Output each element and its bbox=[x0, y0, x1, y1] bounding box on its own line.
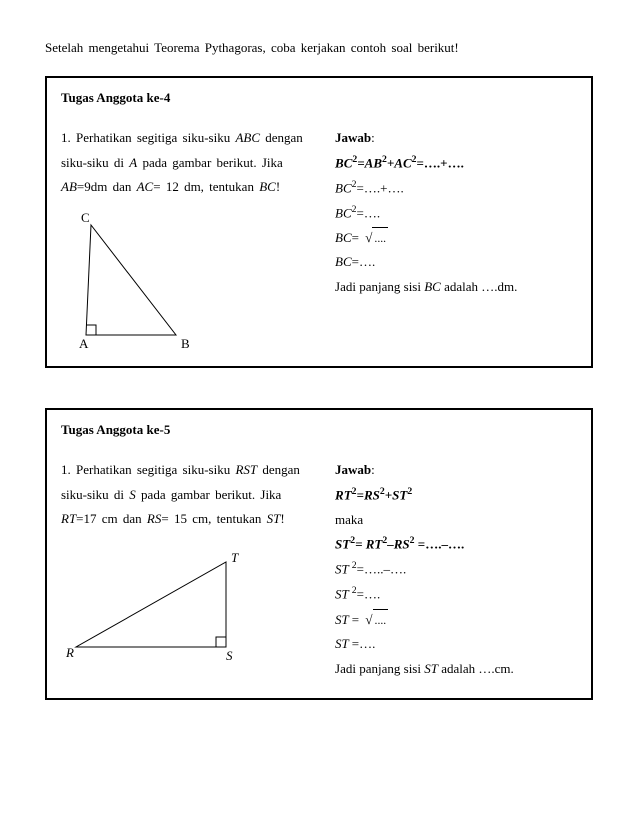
t5-p-l3b: = 15 cm, tentukan bbox=[161, 511, 266, 526]
t5-s7a: Jadi panjang sisi bbox=[335, 661, 424, 676]
t5-p-l3c: ! bbox=[280, 511, 284, 526]
t4-s1d: =….+…. bbox=[417, 155, 464, 170]
t5-s4b: =…. bbox=[357, 587, 381, 602]
t5-p-l2b: pada gambar berikut. Jika bbox=[136, 487, 282, 502]
triangle-rst: R S T bbox=[61, 542, 261, 662]
t5-s1b: =RS bbox=[357, 487, 380, 502]
intro-text: Setelah mengetahui Teorema Pythagoras, c… bbox=[45, 40, 593, 56]
svg-text:A: A bbox=[79, 336, 89, 350]
t4-s4root: .... bbox=[372, 227, 388, 250]
t5-p-l1b: dengan bbox=[257, 462, 300, 477]
task5-answer: Jawab: RT2=RS2+ST2 maka ST2= RT2–RS2 =….… bbox=[335, 458, 577, 682]
t5-jawab: Jawab bbox=[335, 462, 371, 477]
t5-s5a: ST bbox=[335, 612, 352, 627]
t4-p-seg2: AC bbox=[137, 179, 154, 194]
t5-s3a: ST bbox=[335, 562, 352, 577]
task5-problem: 1. Perhatikan segitiga siku-siku RST den… bbox=[61, 458, 315, 682]
t4-s1c: +AC bbox=[387, 155, 412, 170]
t5-s1c: +ST bbox=[385, 487, 408, 502]
t5-p-seg1: RT bbox=[61, 511, 76, 526]
t4-jawab: Jawab bbox=[335, 130, 371, 145]
t4-p-l2b: pada gambar berikut. Jika bbox=[137, 155, 283, 170]
task4-body: 1. Perhatikan segitiga siku-siku ABC den… bbox=[61, 126, 577, 350]
t4-s3a: BC bbox=[335, 205, 352, 220]
task4-title: Tugas Anggota ke-4 bbox=[61, 90, 577, 106]
t4-p-l3c: ! bbox=[276, 179, 280, 194]
t5-s7b: adalah ….cm. bbox=[438, 661, 514, 676]
task4-answer: Jawab: BC2=AB2+AC2=….+…. BC2=….+…. BC2=…… bbox=[335, 126, 577, 350]
t5-p-seg3: ST bbox=[267, 511, 281, 526]
sqrt-icon: √.... bbox=[362, 608, 388, 633]
t4-p-l3a: =9dm dan bbox=[77, 179, 137, 194]
t5-s6b: =…. bbox=[352, 636, 376, 651]
t4-s2a: BC bbox=[335, 180, 352, 195]
t5-p-tri: RST bbox=[235, 462, 257, 477]
t4-s1b: =AB bbox=[357, 155, 382, 170]
t4-s6b: adalah ….dm. bbox=[441, 279, 518, 294]
task4-diagram: A B C bbox=[61, 210, 315, 350]
svg-text:C: C bbox=[81, 210, 90, 225]
t4-p-tri: ABC bbox=[235, 130, 260, 145]
t5-p-l3a: =17 cm dan bbox=[76, 511, 147, 526]
t4-s1a: BC bbox=[335, 155, 352, 170]
t4-s4a: BC bbox=[335, 230, 352, 245]
t5-s3b: =…..–…. bbox=[357, 562, 407, 577]
svg-text:T: T bbox=[231, 550, 239, 565]
svg-text:B: B bbox=[181, 336, 190, 350]
task5-diagram: R S T bbox=[61, 542, 315, 662]
t4-p-seg3: BC bbox=[259, 179, 276, 194]
t5-s7seg: ST bbox=[424, 661, 438, 676]
t5-s2d: =….–…. bbox=[415, 537, 465, 552]
task5-body: 1. Perhatikan segitiga siku-siku RST den… bbox=[61, 458, 577, 682]
t5-p-l2a: siku-siku di bbox=[61, 487, 129, 502]
task-box-5: Tugas Anggota ke-5 1. Perhatikan segitig… bbox=[45, 408, 593, 700]
t5-s5root: .... bbox=[373, 609, 389, 632]
t5-s6a: ST bbox=[335, 636, 352, 651]
t4-p-seg1: AB bbox=[61, 179, 77, 194]
t4-p-l1b: dengan bbox=[260, 130, 303, 145]
t4-p-l1a: 1. Perhatikan segitiga siku-siku bbox=[61, 130, 235, 145]
t5-p-seg2: RS bbox=[147, 511, 161, 526]
task5-title: Tugas Anggota ke-5 bbox=[61, 422, 577, 438]
t4-s5b: =…. bbox=[352, 254, 376, 269]
t4-s4b: = bbox=[352, 230, 363, 245]
sqrt-icon: √.... bbox=[362, 226, 388, 251]
task-box-4: Tugas Anggota ke-4 1. Perhatikan segitig… bbox=[45, 76, 593, 368]
task4-problem: 1. Perhatikan segitiga siku-siku ABC den… bbox=[61, 126, 315, 350]
t5-s2b: = RT bbox=[355, 537, 382, 552]
svg-text:S: S bbox=[226, 648, 233, 662]
t5-maka: maka bbox=[335, 508, 577, 533]
t4-s3b: =…. bbox=[357, 205, 381, 220]
t5-p-l1a: 1. Perhatikan segitiga siku-siku bbox=[61, 462, 235, 477]
t5-s1a: RT bbox=[335, 487, 352, 502]
t4-p-l2a: siku-siku di bbox=[61, 155, 129, 170]
t5-s5b: = bbox=[352, 612, 363, 627]
t5-s2a: ST bbox=[335, 537, 350, 552]
t4-s5a: BC bbox=[335, 254, 352, 269]
svg-text:R: R bbox=[65, 645, 74, 660]
t4-s6seg: BC bbox=[424, 279, 441, 294]
triangle-abc: A B C bbox=[61, 210, 201, 350]
t5-s4a: ST bbox=[335, 587, 352, 602]
t4-p-l3b: = 12 dm, tentukan bbox=[153, 179, 259, 194]
t4-s2b: =….+…. bbox=[357, 180, 404, 195]
t5-s2c: –RS bbox=[387, 537, 409, 552]
t4-s6a: Jadi panjang sisi bbox=[335, 279, 424, 294]
